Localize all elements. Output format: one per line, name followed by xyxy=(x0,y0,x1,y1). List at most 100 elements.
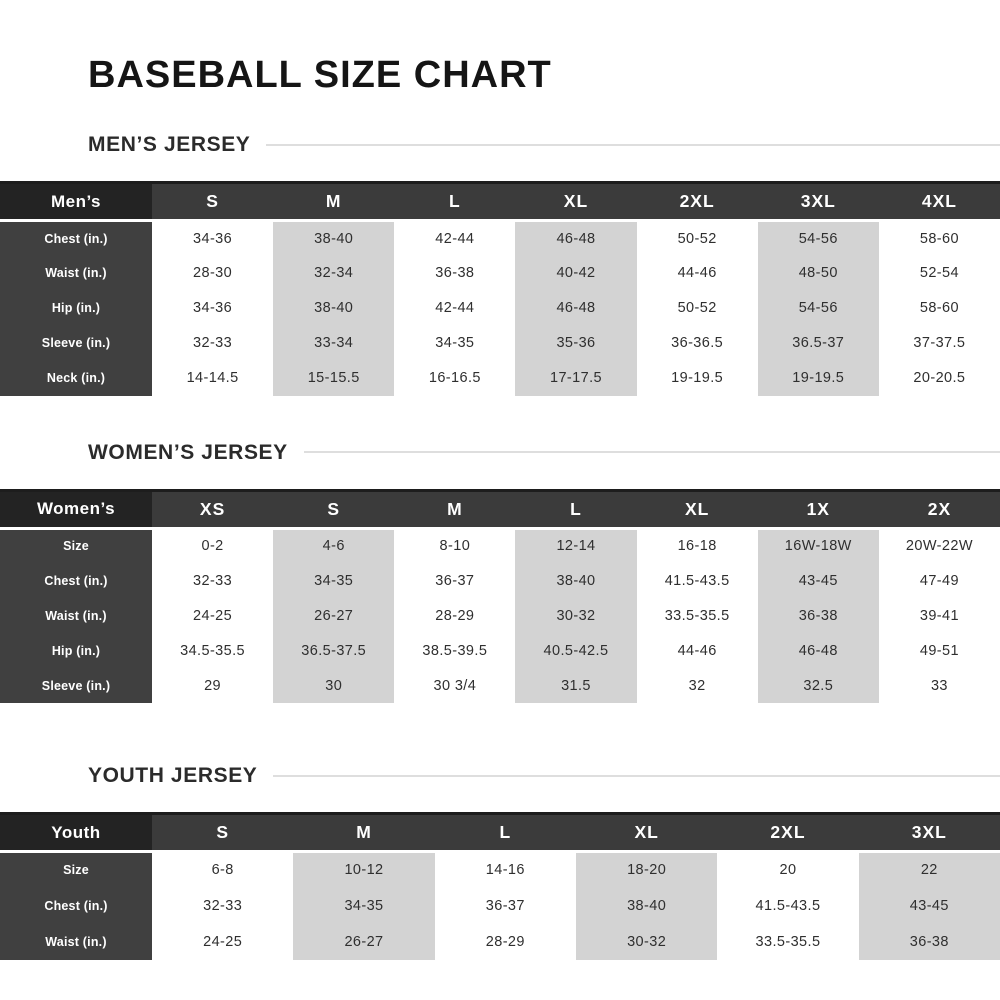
value-cell: 14-14.5 xyxy=(152,360,274,396)
table-row: Neck (in.) 14-14.5 15-15.5 16-16.5 17-17.5 19… xyxy=(0,360,1000,396)
value-cell: 41.5-43.5 xyxy=(636,563,758,598)
value-cell: 0-2 xyxy=(152,528,274,563)
row-label: Waist (in.) xyxy=(0,255,152,291)
value-cell: 54-56 xyxy=(757,220,879,256)
table-row: Size 0-2 4-6 8-10 12-14 16-18 16W-18W 20W-22W xyxy=(0,528,1000,563)
table-row: Chest (in.) 32-33 34-35 36-37 38-40 41.5-43.5… xyxy=(0,887,1000,924)
value-cell: 58-60 xyxy=(878,290,1000,326)
value-cell: 22 xyxy=(858,851,1000,888)
size-column-header: 2X xyxy=(878,488,1000,530)
value-cell: 33-34 xyxy=(273,325,395,361)
men-header-row: Men’s S M L XL 2XL 3XL 4XL xyxy=(0,181,1000,222)
women-corner-cell: Women’s xyxy=(0,488,152,530)
value-cell: 34.5-35.5 xyxy=(152,633,274,668)
value-cell: 19-19.5 xyxy=(636,360,758,396)
value-cell: 43-45 xyxy=(858,887,1000,924)
value-cell: 8-10 xyxy=(394,528,516,563)
value-cell: 34-35 xyxy=(273,563,395,598)
row-label: Chest (in.) xyxy=(0,887,152,924)
value-cell: 40.5-42.5 xyxy=(515,633,637,668)
value-cell: 16W-18W xyxy=(757,528,879,563)
value-cell: 50-52 xyxy=(636,220,758,256)
row-label: Hip (in.) xyxy=(0,633,152,668)
value-cell: 34-35 xyxy=(293,887,435,924)
youth-size-table: Youth S M L XL 2XL 3XL Size 6-8 10-12 14-16 18-20 20… xyxy=(0,812,1000,960)
size-column-header: L xyxy=(394,181,516,222)
value-cell: 43-45 xyxy=(757,563,879,598)
value-cell: 36.5-37.5 xyxy=(273,633,395,668)
women-heading-row: WOMEN’S JERSEY xyxy=(88,440,1000,465)
value-cell: 38-40 xyxy=(575,887,718,924)
men-corner-cell: Men’s xyxy=(0,181,152,222)
youth-section-heading: YOUTH JERSEY xyxy=(88,764,258,787)
row-label: Chest (in.) xyxy=(0,220,152,256)
table-row: Hip (in.) 34.5-35.5 36.5-37.5 38.5-39.5 40.5… xyxy=(0,633,1000,668)
value-cell: 42-44 xyxy=(394,290,516,326)
size-column-header: XL xyxy=(636,488,758,530)
value-cell: 30 xyxy=(273,668,395,703)
value-cell: 46-48 xyxy=(515,290,637,326)
row-label: Hip (in.) xyxy=(0,290,152,326)
value-cell: 32-34 xyxy=(273,255,395,291)
value-cell: 36-38 xyxy=(858,923,1000,960)
youth-header-row: Youth S M L XL 2XL 3XL xyxy=(0,812,1000,853)
value-cell: 14-16 xyxy=(434,851,576,888)
table-row: Waist (in.) 24-25 26-27 28-29 30-32 33.5-35.5… xyxy=(0,923,1000,960)
value-cell: 46-48 xyxy=(757,633,879,668)
value-cell: 20-20.5 xyxy=(878,360,1000,396)
value-cell: 12-14 xyxy=(515,528,637,563)
value-cell: 24-25 xyxy=(152,598,274,633)
value-cell: 41.5-43.5 xyxy=(717,887,859,924)
youth-heading-row: YOUTH JERSEY xyxy=(88,763,1000,788)
value-cell: 32-33 xyxy=(152,563,274,598)
size-column-header: M xyxy=(394,488,516,530)
value-cell: 29 xyxy=(152,668,274,703)
value-cell: 16-16.5 xyxy=(394,360,516,396)
size-column-header: S xyxy=(152,812,294,853)
section-women-jersey: WOMEN’S JERSEY Women’s XS S M L XL 1X 2X Size 0-2 4… xyxy=(0,440,1000,703)
value-cell: 48-50 xyxy=(757,255,879,291)
row-label: Size xyxy=(0,528,152,563)
page-title: BASEBALL SIZE CHART xyxy=(88,54,552,96)
row-label: Waist (in.) xyxy=(0,923,152,960)
value-cell: 44-46 xyxy=(636,255,758,291)
value-cell: 38-40 xyxy=(273,220,395,256)
value-cell: 28-30 xyxy=(152,255,274,291)
value-cell: 54-56 xyxy=(757,290,879,326)
value-cell: 26-27 xyxy=(293,923,435,960)
section-men-jersey: MEN’S JERSEY Men’s S M L XL 2XL 3XL 4XL Chest (in… xyxy=(0,132,1000,396)
row-label: Sleeve (in.) xyxy=(0,325,152,361)
value-cell: 34-36 xyxy=(152,220,274,256)
value-cell: 15-15.5 xyxy=(273,360,395,396)
size-column-header: M xyxy=(293,812,435,853)
size-column-header: 3XL xyxy=(757,181,879,222)
value-cell: 32 xyxy=(636,668,758,703)
value-cell: 18-20 xyxy=(575,851,718,888)
value-cell: 20W-22W xyxy=(878,528,1000,563)
value-cell: 38.5-39.5 xyxy=(394,633,516,668)
value-cell: 36-37 xyxy=(434,887,576,924)
value-cell: 36-38 xyxy=(394,255,516,291)
value-cell: 39-41 xyxy=(878,598,1000,633)
value-cell: 38-40 xyxy=(515,563,637,598)
men-size-table: Men’s S M L XL 2XL 3XL 4XL Chest (in.) 34-36 38-40… xyxy=(0,181,1000,396)
men-section-heading: MEN’S JERSEY xyxy=(88,133,251,156)
value-cell: 10-12 xyxy=(293,851,435,888)
value-cell: 33.5-35.5 xyxy=(717,923,859,960)
value-cell: 33 xyxy=(878,668,1000,703)
size-column-header: 2XL xyxy=(636,181,758,222)
heading-rule xyxy=(273,774,1000,777)
value-cell: 36-38 xyxy=(757,598,879,633)
youth-corner-cell: Youth xyxy=(0,812,152,853)
table-row: Sleeve (in.) 32-33 33-34 34-35 35-36 36-36.5 3… xyxy=(0,325,1000,361)
value-cell: 30-32 xyxy=(515,598,637,633)
value-cell: 40-42 xyxy=(515,255,637,291)
value-cell: 30 3/4 xyxy=(394,668,516,703)
size-column-header: XL xyxy=(515,181,637,222)
size-column-header: 4XL xyxy=(878,181,1000,222)
row-label: Sleeve (in.) xyxy=(0,668,152,703)
value-cell: 32.5 xyxy=(757,668,879,703)
value-cell: 49-51 xyxy=(878,633,1000,668)
table-row: Sleeve (in.) 29 30 30 3/4 31.5 32 32.5 33 xyxy=(0,668,1000,703)
